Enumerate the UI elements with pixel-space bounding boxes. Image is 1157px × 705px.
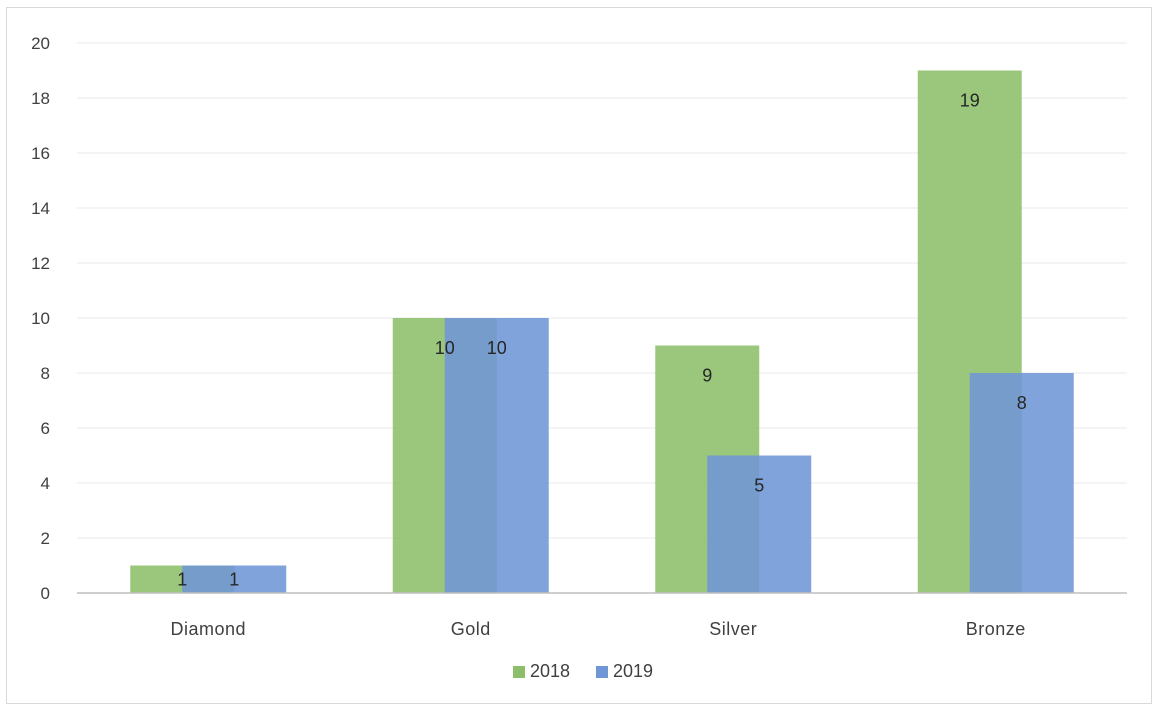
legend-label: 2019 — [613, 661, 653, 681]
y-tick-label: 16 — [31, 144, 50, 163]
data-label: 8 — [1017, 393, 1027, 413]
legend-label: 2018 — [530, 661, 570, 681]
data-label: 19 — [960, 91, 980, 111]
x-category-label: Bronze — [966, 619, 1026, 639]
bar-2019 — [969, 373, 1074, 593]
y-tick-label: 18 — [31, 89, 50, 108]
x-category-label: Gold — [451, 619, 491, 639]
legend-swatch-2018 — [513, 666, 525, 678]
y-tick-label: 20 — [31, 34, 50, 53]
data-label: 10 — [435, 338, 455, 358]
y-tick-label: 2 — [41, 529, 50, 548]
data-label: 10 — [487, 338, 507, 358]
y-tick-label: 14 — [31, 199, 50, 218]
y-tick-label: 4 — [41, 474, 50, 493]
data-label: 5 — [754, 476, 764, 496]
bar-2019 — [707, 455, 812, 593]
data-label: 9 — [702, 366, 712, 386]
bar-2019 — [444, 318, 549, 593]
y-tick-label: 12 — [31, 254, 50, 273]
y-tick-label: 8 — [41, 364, 50, 383]
data-label: 1 — [177, 570, 187, 590]
y-tick-label: 6 — [41, 419, 50, 438]
legend-swatch-2019 — [596, 666, 608, 678]
data-label: 1 — [229, 570, 239, 590]
x-category-label: Diamond — [170, 619, 246, 639]
x-category-label: Silver — [709, 619, 757, 639]
bar-2019 — [182, 565, 287, 593]
y-tick-label: 0 — [41, 584, 50, 603]
y-tick-label: 10 — [31, 309, 50, 328]
